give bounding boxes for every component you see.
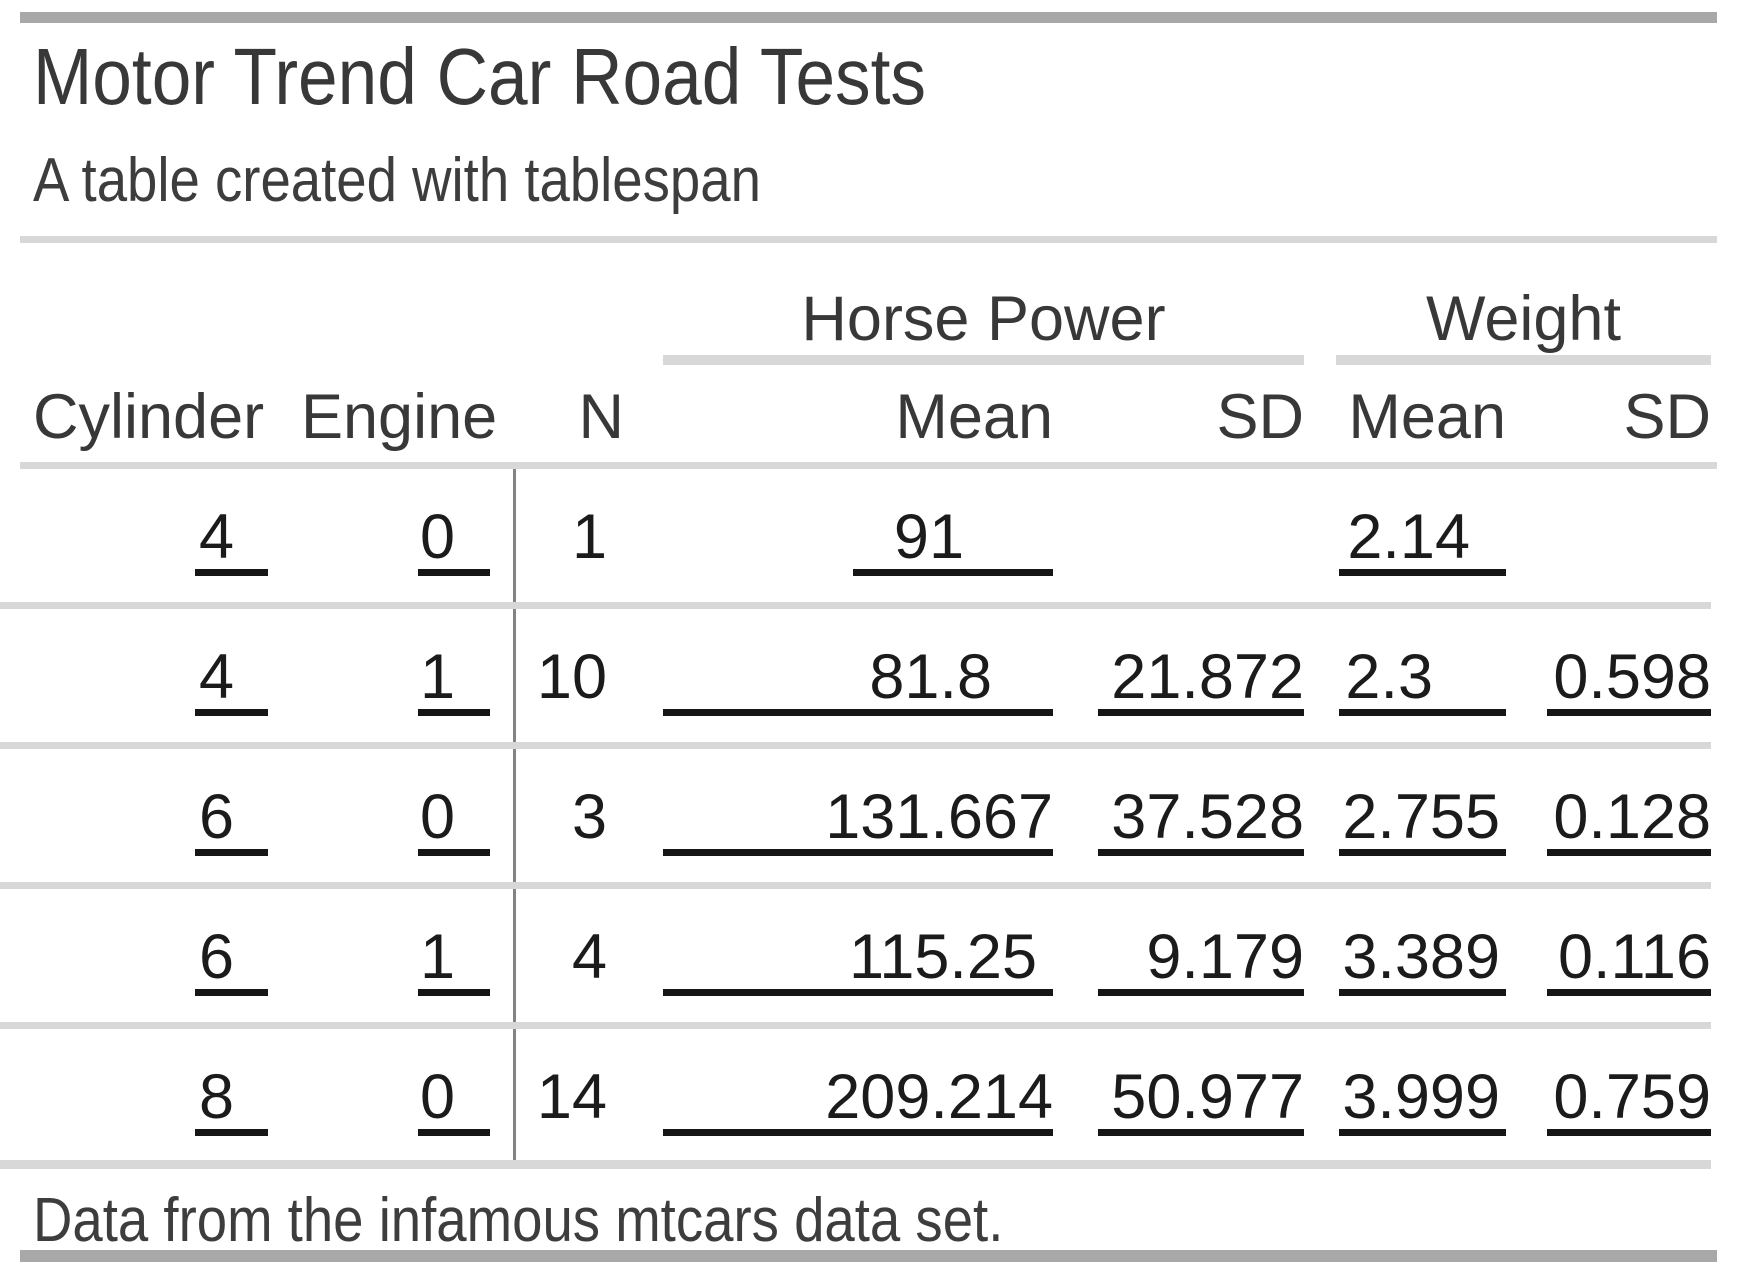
spanner-horse-power-underline [663,355,1304,365]
page-subtitle-text: A table created with tablespan [33,146,761,215]
spanner-horse-power-label: Horse Power [801,284,1166,354]
cell-wt-sd: 0.759 [1506,1066,1711,1160]
cell-cylinder: 6 [0,926,276,1022]
cell-hp-mean: 209.214 [651,1066,1053,1160]
column-header-n: N [578,382,625,452]
cell-wt-mean: 3.999 [1304,1066,1506,1160]
column-header-cylinder: Cylinder [33,382,265,452]
column-header-wt-sd: SD [1623,382,1711,452]
page-title-text: Motor Trend Car Road Tests [33,32,927,121]
cell-engine: 0 [276,506,513,602]
spanner-weight-underline [1336,355,1711,365]
cell-wt-sd: 0.598 [1506,646,1711,742]
cell-hp-sd: 37.528 [1053,786,1304,882]
cell-wt-mean: 3.389 [1304,926,1506,1022]
cell-wt-sd: 0.128 [1506,786,1711,882]
cell-hp-sd [1053,506,1304,602]
cell-cylinder: 4 [0,646,276,742]
cell-hp-mean: 91 [651,506,1053,602]
table-row: 6 0 3 131.667 37.528 2.755 0.128 [0,749,1711,889]
column-header-wt-mean: Mean [1348,382,1506,452]
column-header-row: Cylinder Engine N Mean SD Mean SD [0,386,1711,449]
cell-engine: 1 [276,646,513,742]
table-footnote: Data from the infamous mtcars data set. [33,1190,1136,1252]
cell-cylinder: 8 [0,1066,276,1160]
spanner-weight-label: Weight [1426,284,1621,354]
column-header-engine: Engine [301,382,498,452]
cell-hp-mean: 115.25 [651,926,1053,1022]
cell-n: 14 [536,1062,607,1132]
page-title: Motor Trend Car Road Tests [33,37,1036,117]
table-row: 8 0 14 209.214 50.977 3.999 0.759 [0,1029,1711,1169]
spanner-horse-power: Horse Power [663,288,1304,351]
cell-wt-mean: 2.755 [1304,786,1506,882]
row-label-divider [513,469,516,1163]
cell-engine: 1 [276,926,513,1022]
table-row: 4 1 10 81.8 21.872 2.3 0.598 [0,609,1711,749]
cell-cylinder: 4 [0,506,276,602]
cell-engine: 0 [276,786,513,882]
cell-wt-mean: 2.14 [1304,506,1506,602]
cell-hp-sd: 9.179 [1053,926,1304,1022]
cell-wt-sd [1506,506,1711,602]
cell-n: 10 [536,642,607,712]
cell-n: 4 [571,922,607,992]
table-body: 4 0 1 91 2.14 4 1 10 81.8 21.872 2.3 0.5… [0,469,1711,1169]
column-header-hp-mean: Mean [895,382,1053,452]
cell-n: 1 [571,502,607,572]
spanner-weight: Weight [1336,288,1711,351]
cell-wt-sd: 0.116 [1506,926,1711,1022]
cell-hp-sd: 50.977 [1053,1066,1304,1160]
cell-hp-sd: 21.872 [1053,646,1304,742]
table-row: 4 0 1 91 2.14 [0,469,1711,609]
cell-hp-mean: 131.667 [651,786,1053,882]
bottom-border [20,1250,1717,1262]
cell-wt-mean: 2.3 [1304,646,1506,742]
header-rule [20,462,1717,469]
table-row: 6 1 4 115.25 9.179 3.389 0.116 [0,889,1711,1029]
cell-cylinder: 6 [0,786,276,882]
top-border [20,12,1717,23]
table-footnote-text: Data from the infamous mtcars data set. [33,1186,1004,1255]
page-subtitle: A table created with tablespan [33,150,860,212]
column-header-hp-sd: SD [1216,382,1304,452]
cell-hp-mean: 81.8 [651,646,1053,742]
subtitle-rule [20,236,1717,243]
cell-engine: 0 [276,1066,513,1160]
cell-n: 3 [571,782,607,852]
